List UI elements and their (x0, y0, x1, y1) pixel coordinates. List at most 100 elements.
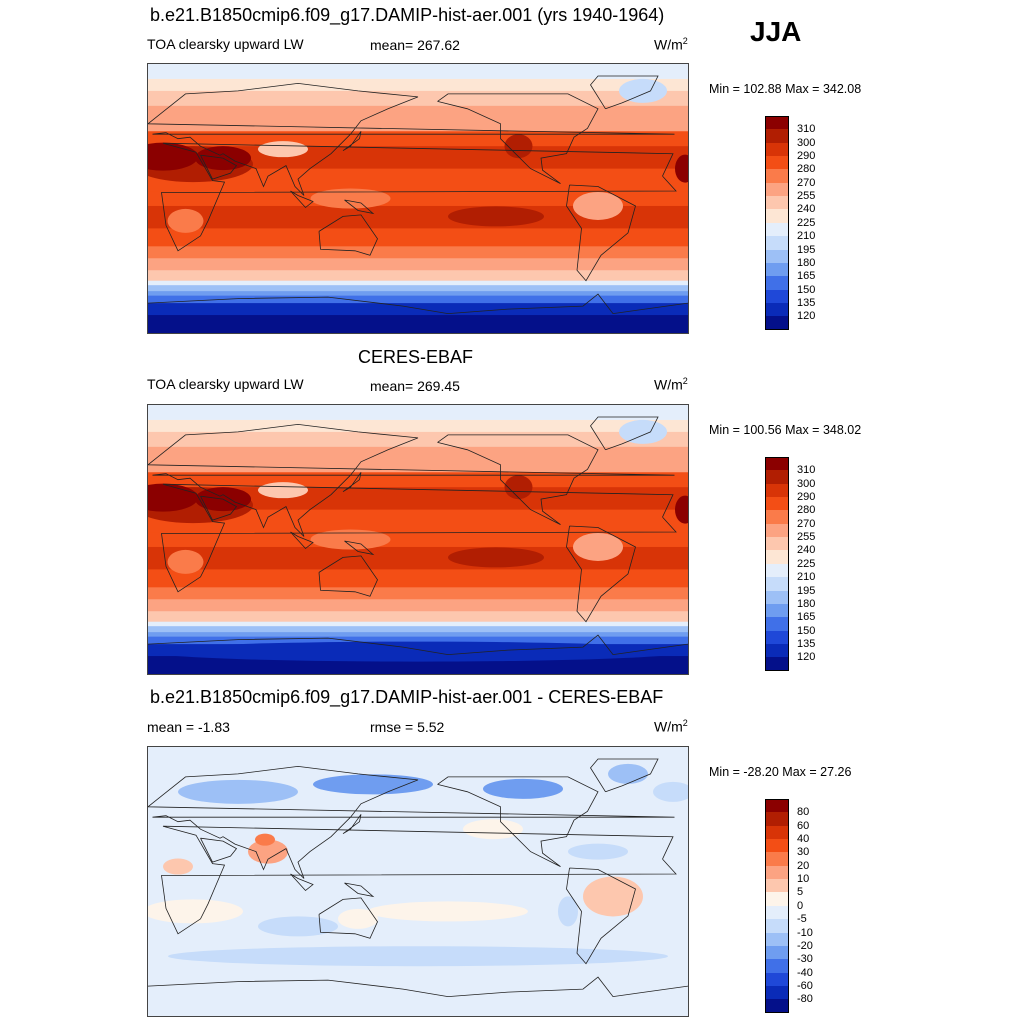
colorbar-swatch (765, 262, 789, 277)
colorbar-swatch (765, 959, 789, 974)
colorbar-tick-label: -30 (797, 953, 813, 966)
colorbar-swatch (765, 799, 789, 813)
panel-2-mean-label: mean= 269.45 (370, 378, 460, 394)
colorbar-swatch (765, 209, 789, 224)
panel-3-rmse-label: rmse = 5.52 (370, 719, 445, 735)
colorbar-tick-label: 180 (797, 597, 816, 610)
colorbar-swatch (765, 236, 789, 250)
colorbar-swatch (765, 470, 789, 485)
colorbar-swatch (765, 523, 789, 538)
colorbar-swatch (765, 972, 789, 987)
colorbar-swatch (765, 550, 789, 565)
colorbar-tick-label: 135 (797, 637, 816, 650)
colorbar-tick-label: 20 (797, 859, 810, 872)
colorbar-swatch (765, 497, 789, 511)
season-label: JJA (750, 16, 802, 47)
colorbar-swatch (765, 302, 789, 317)
colorbar-tick-label: 195 (797, 584, 816, 597)
colorbar-tick-label: 0 (797, 899, 804, 912)
colorbar-swatch (765, 457, 789, 471)
colorbar-swatch (765, 879, 789, 893)
colorbar-swatch (765, 985, 789, 1000)
colorbar-swatch (765, 657, 789, 672)
colorbar-tick-label: 280 (797, 504, 816, 517)
colorbar-swatch (765, 865, 789, 880)
panel-2-title: CERES-EBAF (358, 347, 474, 367)
colorbar-tick-label: 150 (797, 624, 816, 637)
colorbar-frame (765, 799, 789, 1013)
colorbar-tick-label: 225 (797, 557, 816, 570)
colorbar-swatch (765, 537, 789, 551)
colorbar-tick-label: 180 (797, 256, 816, 269)
colorbar-swatch (765, 156, 789, 170)
colorbar-swatch (765, 196, 789, 210)
colorbar-tick-label: 225 (797, 216, 816, 229)
colorbar-swatch (765, 116, 789, 130)
colorbar-swatch (765, 999, 789, 1014)
colorbar-swatch (765, 577, 789, 591)
colorbar-tick-label: -10 (797, 926, 813, 939)
colorbar-swatch (765, 510, 789, 525)
panel-1-map (147, 63, 689, 334)
colorbar-tick-label: 30 (797, 846, 810, 859)
panel-2-minmax: Min = 100.56 Max = 348.02 (709, 423, 862, 437)
panel-2-units: W/m2 (654, 376, 688, 393)
colorbar-tick-label: -5 (797, 913, 807, 926)
colorbar-swatch (765, 483, 789, 498)
panel-1-variable-label: TOA clearsky upward LW (147, 36, 304, 52)
panel-3-units: W/m2 (654, 718, 688, 735)
colorbar-swatch (765, 945, 789, 960)
colorbar-tick-label: -20 (797, 939, 813, 952)
colorbar-swatch (765, 617, 789, 632)
colorbar-swatch (765, 932, 789, 947)
colorbar-tick-label: 270 (797, 517, 816, 530)
colorbar-tick-label: 270 (797, 176, 816, 189)
panel-1-minmax: Min = 102.88 Max = 342.08 (709, 82, 862, 96)
colorbar-swatch (765, 142, 789, 157)
colorbar-tick-label: 120 (797, 651, 816, 664)
colorbar-tick-label: -60 (797, 979, 813, 992)
colorbar-tick-label: 40 (797, 833, 810, 846)
colorbar-tick-label: 280 (797, 163, 816, 176)
colorbar-swatch (765, 839, 789, 853)
colorbar-tick-label: 80 (797, 806, 810, 819)
colorbar-tick-label: 255 (797, 531, 816, 544)
colorbar-swatch (765, 630, 789, 645)
colorbar-frame (765, 116, 789, 330)
colorbar-swatch (765, 289, 789, 304)
colorbar-swatch (765, 905, 789, 920)
colorbar-tick-label: 10 (797, 873, 810, 886)
colorbar-tick-label: 290 (797, 150, 816, 163)
colorbar-tick-label: 255 (797, 190, 816, 203)
panel-3-minmax: Min = -28.20 Max = 27.26 (709, 765, 852, 779)
panel-1-units: W/m2 (654, 36, 688, 53)
colorbar-tick-label: 300 (797, 477, 816, 490)
panel-1-title: b.e21.B1850cmip6.f09_g17.DAMIP-hist-aer.… (150, 5, 665, 25)
colorbar-frame (765, 457, 789, 671)
panel-2-variable-label: TOA clearsky upward LW (147, 376, 304, 392)
colorbar-swatch (765, 563, 789, 578)
panel-3-title: b.e21.B1850cmip6.f09_g17.DAMIP-hist-aer.… (150, 687, 664, 707)
colorbar-tick-label: 135 (797, 296, 816, 309)
colorbar-tick-label: 310 (797, 123, 816, 136)
colorbar-tick-label: 290 (797, 491, 816, 504)
colorbar-swatch (765, 316, 789, 331)
panel-3-map (147, 746, 689, 1017)
colorbar-tick-label: 310 (797, 464, 816, 477)
panel-3-mean-label: mean = -1.83 (147, 719, 230, 735)
colorbar-swatch (765, 169, 789, 184)
colorbar-swatch (765, 182, 789, 197)
colorbar-tick-label: 300 (797, 136, 816, 149)
colorbar-swatch (765, 643, 789, 658)
colorbar-tick-label: 60 (797, 819, 810, 832)
colorbar-tick-label: 120 (797, 310, 816, 323)
colorbar-tick-label: -80 (797, 993, 813, 1006)
colorbar-tick-label: 210 (797, 571, 816, 584)
colorbar-tick-label: 165 (797, 270, 816, 283)
colorbar-swatch (765, 222, 789, 237)
colorbar-tick-label: 240 (797, 544, 816, 557)
colorbar-swatch (765, 603, 789, 618)
colorbar-tick-label: 5 (797, 886, 804, 899)
colorbar-tick-label: 165 (797, 611, 816, 624)
colorbar-tick-label: 150 (797, 283, 816, 296)
